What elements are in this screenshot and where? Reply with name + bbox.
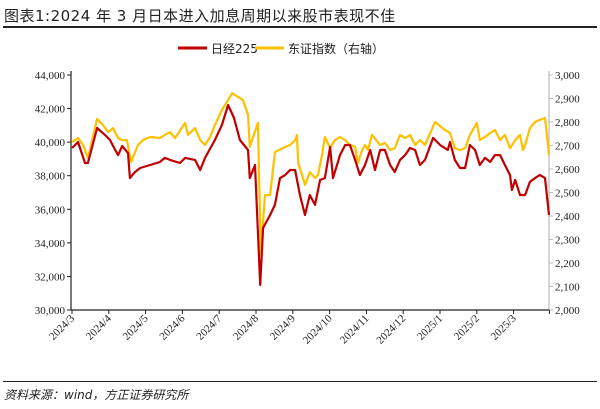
x-tick-label: 2024/7	[194, 312, 224, 342]
title-divider	[3, 26, 597, 28]
footer-divider	[3, 381, 597, 382]
y-right-tick-label: 2,400	[555, 211, 580, 223]
x-tick-label: 2024/9	[268, 312, 298, 342]
source-note: 资料来源：wind，方正证券研究所	[4, 388, 189, 402]
series-line-nikkei	[71, 103, 551, 287]
y-left-tick-label: 44,000	[35, 70, 66, 82]
y-right-tick-label: 2,300	[555, 235, 580, 247]
y-left-tick-label: 42,000	[35, 104, 66, 116]
y-right-tick-label: 2,800	[555, 117, 580, 129]
y-left-tick-label: 32,000	[35, 271, 66, 283]
y-left-tick-label: 40,000	[35, 137, 66, 149]
x-tick-label: 2024/8	[231, 312, 261, 342]
chart: 日经225 东证指数（右轴） 30,000 32,000 34,000 36,000 3…	[35, 41, 581, 347]
x-tick-label: 2024/5	[121, 312, 151, 342]
x-tick-label: 2024/6	[157, 312, 187, 342]
x-tick-label: 2025/1	[415, 313, 445, 343]
y-left-tick-label: 34,000	[35, 238, 66, 250]
y-right-tick-label: 2,100	[555, 282, 580, 294]
x-tick-label: 2024/12	[374, 313, 408, 347]
y-right-tick-label: 2,900	[555, 94, 580, 106]
legend-label-topix: 东证指数（右轴）	[288, 41, 384, 56]
y-right-tick-label: 2,500	[555, 188, 580, 200]
x-tick-label: 2025/3	[489, 312, 519, 342]
y-left-tick-label: 36,000	[35, 204, 66, 216]
series-line-topix	[71, 92, 551, 257]
x-tick-label: 2024/10	[301, 312, 335, 346]
y-right-tick-label: 3,000	[555, 70, 580, 82]
y-left-tick-label: 30,000	[35, 305, 66, 317]
chart-title: 图表1:2024 年 3 月日本进入加息周期以来股市表现不佳	[4, 7, 396, 25]
y-right-tick-label: 2,600	[555, 164, 580, 176]
y-right-tick-label: 2,200	[555, 258, 580, 270]
x-tick-label: 2025/2	[452, 313, 482, 343]
y-right-tick-label: 2,000	[555, 305, 580, 317]
x-tick-label: 2024/11	[338, 313, 372, 347]
legend-label-nikkei: 日经225	[211, 42, 258, 56]
x-tick-label: 2024/4	[84, 312, 114, 342]
y-right-tick-label: 2,700	[555, 141, 580, 153]
y-left-tick-label: 38,000	[35, 171, 66, 183]
legend: 日经225 东证指数（右轴）	[178, 41, 384, 56]
